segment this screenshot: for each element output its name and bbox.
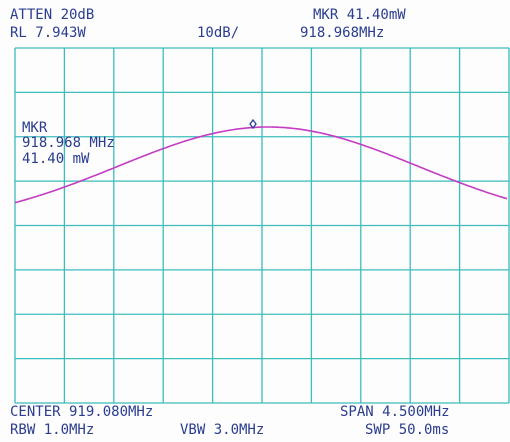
marker-label: MKR: [22, 120, 48, 136]
scale: 10dB/: [197, 25, 239, 41]
marker-freq: 918.968MHz: [300, 25, 384, 41]
center: CENTER 919.080MHz: [10, 404, 153, 420]
ref-level: RL 7.943W: [10, 25, 86, 41]
vbw: VBW 3.0MHz: [180, 422, 264, 438]
graticule: [14, 47, 510, 404]
atten: ATTEN 20dB: [10, 7, 94, 23]
marker-box-freq: 918.968 MHz: [22, 135, 115, 151]
marker-level: MKR 41.40mW: [313, 7, 406, 23]
marker-box-level: 41.40 mW: [22, 151, 90, 167]
trace: [14, 126, 508, 204]
span: SPAN 4.500MHz: [340, 404, 450, 420]
sweep: SWP 50.0ms: [365, 422, 449, 438]
marker-diamond: [249, 118, 257, 130]
rbw: RBW 1.0MHz: [10, 422, 94, 438]
